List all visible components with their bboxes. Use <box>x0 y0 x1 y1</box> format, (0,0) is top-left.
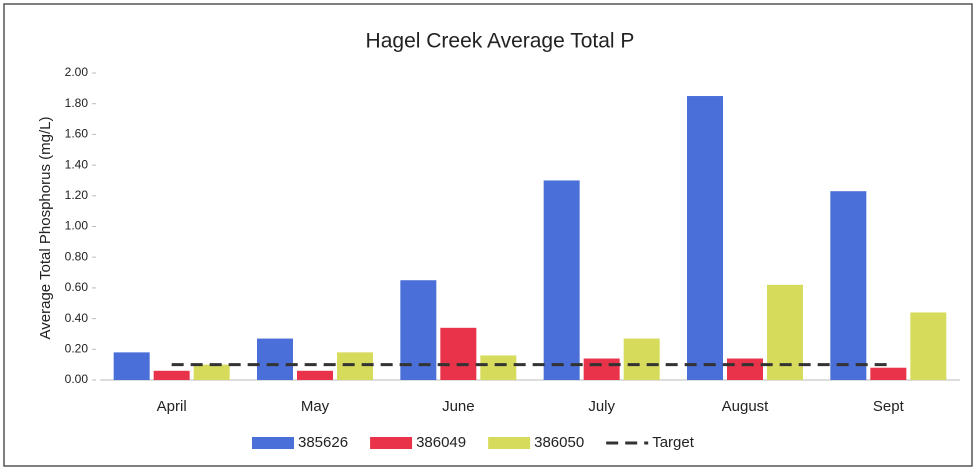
bar <box>727 358 763 380</box>
x-tick-label: May <box>301 398 330 415</box>
legend-swatch <box>488 437 531 449</box>
bar <box>297 370 333 380</box>
y-tick-label: 0.60 <box>65 280 89 294</box>
bar <box>870 367 907 380</box>
bar <box>687 96 723 381</box>
bar <box>543 180 580 380</box>
y-tick-label: 0.40 <box>65 311 89 325</box>
y-tick-label: 1.00 <box>65 219 89 233</box>
bar <box>257 338 293 380</box>
bar <box>623 338 660 380</box>
legend-swatch <box>370 437 413 449</box>
y-tick-label: 0.00 <box>65 372 89 386</box>
y-tick-label: 1.40 <box>65 157 89 171</box>
legend-label: 386049 <box>416 434 466 451</box>
y-axis-label: Average Total Phosphorus (mg/L) <box>37 117 54 340</box>
legend-label: Target <box>652 434 695 451</box>
bar <box>583 358 620 380</box>
x-tick-label: August <box>722 398 770 415</box>
y-tick-label: 1.20 <box>65 188 89 202</box>
legend-swatch <box>252 437 294 449</box>
bar <box>830 191 867 380</box>
chart-title: Hagel Creek Average Total P <box>366 30 635 53</box>
y-tick-label: 1.60 <box>65 127 89 141</box>
x-tick-label: July <box>588 398 615 415</box>
bar <box>480 355 517 380</box>
bar <box>113 352 150 380</box>
y-tick-label: 1.80 <box>65 96 89 110</box>
bar <box>440 327 477 380</box>
bar <box>153 370 190 380</box>
y-tick-label: 2.00 <box>65 65 89 79</box>
chart-border <box>3 3 973 467</box>
legend-label: 386050 <box>534 434 584 451</box>
x-tick-label: Sept <box>873 398 905 415</box>
y-tick-label: 0.20 <box>65 341 89 355</box>
bar <box>337 352 373 380</box>
x-tick-label: June <box>442 398 475 415</box>
legend-label: 385626 <box>298 434 348 451</box>
x-tick-label: April <box>157 398 187 415</box>
bar <box>910 312 947 380</box>
y-tick-label: 0.80 <box>65 249 89 263</box>
bar <box>193 364 230 380</box>
